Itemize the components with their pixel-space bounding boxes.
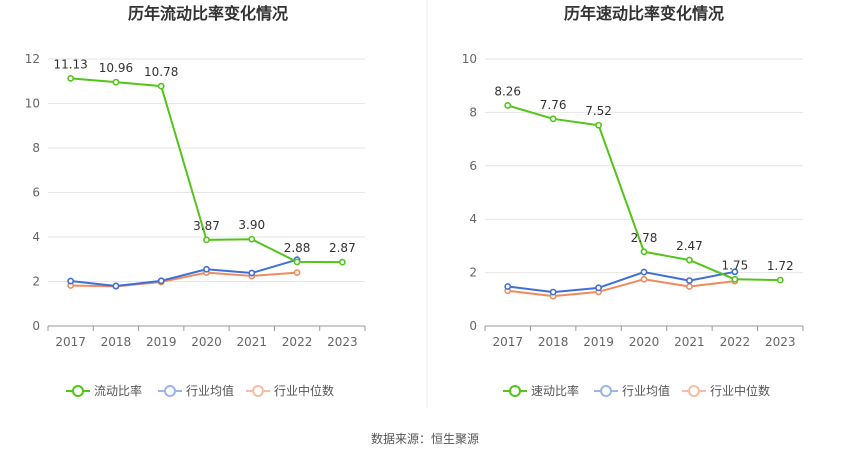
data-label: 2.88: [284, 241, 311, 255]
data-label: 10.78: [144, 65, 178, 79]
data-point: [504, 102, 512, 109]
x-tick-label: 2019: [146, 335, 177, 349]
data-point: [112, 282, 120, 290]
x-tick-label: 2018: [101, 335, 132, 349]
x-tick-label: 2022: [720, 335, 751, 349]
legend-swatch-marker: [252, 385, 264, 397]
y-tick-label: 0: [32, 319, 40, 333]
data-source: 数据来源：恒生聚源: [371, 431, 479, 446]
data-point: [157, 82, 165, 90]
chart-title: 历年速动比率变化情况: [564, 4, 724, 23]
x-tick-label: 2019: [583, 335, 614, 349]
legend-label: 速动比率: [531, 383, 579, 398]
legend-label: 行业中位数: [710, 383, 770, 398]
series-line: [70, 271, 298, 288]
data-point: [549, 288, 557, 296]
data-label: 2.87: [329, 241, 356, 255]
legend-swatch-marker: [509, 385, 521, 397]
data-label: 7.76: [540, 98, 567, 112]
y-tick-label: 10: [462, 52, 477, 66]
data-point: [731, 268, 739, 276]
series-line: [507, 278, 735, 298]
data-point: [112, 78, 120, 86]
y-tick-label: 6: [469, 159, 477, 173]
x-tick-label: 2023: [327, 335, 358, 349]
data-label: 2.78: [631, 231, 658, 245]
data-point: [640, 248, 648, 256]
legend-label: 行业均值: [622, 383, 670, 398]
x-tick-label: 2017: [492, 335, 523, 349]
chart-title: 历年流动比率变化情况: [128, 4, 288, 23]
series-line: [70, 77, 343, 264]
data-point: [67, 277, 75, 285]
legend-swatch-marker: [600, 385, 612, 397]
data-point: [248, 235, 256, 243]
x-tick-label: 2018: [538, 335, 569, 349]
data-label: 11.13: [53, 57, 87, 71]
data-point: [686, 277, 693, 285]
series-line: [507, 270, 736, 294]
data-point: [293, 269, 301, 276]
legend-swatch-marker: [72, 385, 84, 397]
data-point: [67, 74, 75, 82]
data-point: [776, 276, 784, 284]
data-label: 3.87: [193, 219, 220, 233]
y-tick-label: 8: [469, 105, 477, 119]
chart-1: 历年流动比率变化情况 0 2 4 6 8 10 12 2017 2018 2019 2020 2021 2…: [25, 4, 366, 398]
y-tick-label: 10: [25, 97, 40, 111]
series-line: [70, 258, 298, 287]
data-label: 1.72: [767, 259, 794, 273]
legend-label: 流动比率: [94, 383, 142, 398]
data-label: 1.75: [721, 258, 748, 272]
data-point: [640, 268, 648, 276]
data-point: [293, 258, 301, 266]
data-label: 8.26: [494, 84, 521, 98]
y-tick-label: 6: [32, 186, 40, 200]
x-tick-label: 2021: [237, 335, 268, 349]
data-point: [203, 265, 210, 273]
legend-label: 行业中位数: [274, 383, 334, 398]
y-tick-label: 8: [32, 141, 40, 155]
y-tick-label: 2: [469, 266, 477, 280]
data-point: [595, 284, 602, 292]
data-point: [504, 283, 512, 290]
x-tick-label: 2017: [55, 335, 86, 349]
data-point: [686, 256, 693, 264]
x-tick-label: 2020: [191, 335, 222, 349]
x-tick-label: 2020: [629, 335, 660, 349]
chart-2: 历年速动比率变化情况 0 2 4 6 8 10 2017 2018 2019 2020 2021 202…: [462, 4, 804, 398]
legend-label: 行业均值: [186, 383, 234, 398]
x-tick-label: 2022: [282, 335, 313, 349]
y-tick-label: 4: [32, 230, 40, 244]
data-point: [640, 275, 648, 283]
legend-swatch-marker: [688, 385, 700, 397]
data-point: [686, 283, 693, 290]
y-tick-label: 2: [32, 275, 40, 289]
data-point: [595, 121, 602, 129]
data-point: [338, 258, 346, 266]
data-point: [248, 269, 256, 277]
data-label: 2.47: [676, 239, 703, 253]
y-tick-label: 0: [469, 319, 477, 333]
data-label: 3.90: [238, 218, 265, 232]
data-point: [203, 236, 210, 244]
legend-swatch-marker: [164, 385, 176, 397]
data-label: 7.52: [585, 104, 612, 118]
y-tick-label: 4: [469, 212, 477, 226]
data-point: [549, 115, 557, 123]
x-tick-label: 2021: [674, 335, 705, 349]
data-point: [731, 275, 739, 283]
y-tick-label: 12: [25, 52, 40, 66]
data-point: [157, 277, 165, 285]
x-tick-label: 2023: [765, 335, 796, 349]
data-label: 10.96: [99, 61, 133, 75]
